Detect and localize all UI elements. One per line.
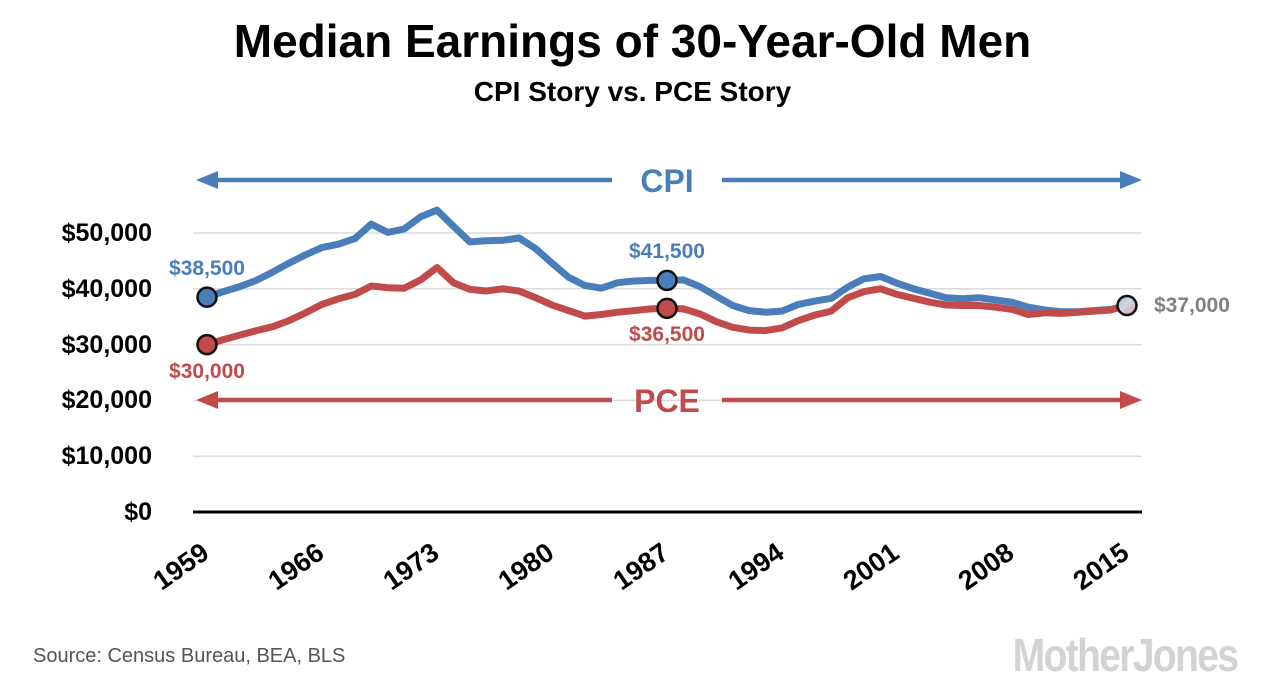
cpi-arrow-label: CPI bbox=[640, 163, 693, 199]
source-note: Source: Census Bureau, BEA, BLS bbox=[33, 645, 346, 667]
pce-range-arrow bbox=[196, 391, 1142, 409]
chart-subtitle: CPI Story vs. PCE Story bbox=[473, 76, 792, 107]
chart-title: Median Earnings of 30-Year-Old Men bbox=[233, 15, 1032, 67]
value-annotation-blend-2015: $37,000 bbox=[1154, 293, 1230, 317]
y-tick-label-30000: $30,000 bbox=[61, 330, 152, 359]
arrowhead-right bbox=[1120, 171, 1142, 189]
arrowhead-left bbox=[196, 171, 218, 189]
value-annotation-pce-1959: $30,000 bbox=[169, 359, 245, 383]
cpi-range-arrow bbox=[196, 171, 1142, 189]
y-tick-label-40000: $40,000 bbox=[61, 274, 152, 303]
y-tick-label-50000: $50,000 bbox=[61, 219, 152, 247]
value-annotation-pce-1987: $36,500 bbox=[629, 323, 705, 347]
y-tick-label-10000: $10,000 bbox=[61, 442, 152, 471]
data-point-marker-pce-1959 bbox=[196, 333, 218, 356]
arrowhead-left bbox=[196, 391, 218, 409]
y-tick-label-20000: $20,000 bbox=[61, 386, 152, 415]
value-annotation-cpi-1987: $41,500 bbox=[629, 240, 705, 264]
data-point-marker-cpi-1987 bbox=[656, 269, 678, 292]
motherjones-logo: MotherJones bbox=[1012, 629, 1238, 681]
data-markers bbox=[196, 269, 1138, 356]
arrowhead-right bbox=[1120, 391, 1142, 409]
value-annotation-cpi-1959: $38,500 bbox=[169, 257, 245, 281]
y-tick-label-0: $0 bbox=[124, 498, 152, 526]
pce-arrow-label: PCE bbox=[634, 383, 700, 419]
data-point-marker-pce-1987 bbox=[656, 297, 678, 320]
data-point-marker-cpi-1959 bbox=[196, 286, 218, 308]
data-point-marker-blend-2015 bbox=[1116, 294, 1138, 317]
